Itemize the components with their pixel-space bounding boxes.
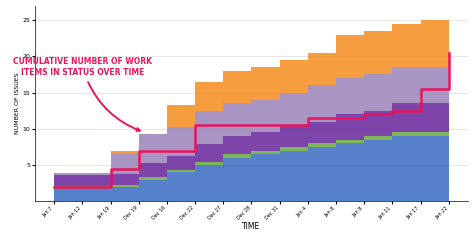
X-axis label: TIME: TIME xyxy=(242,223,261,232)
Y-axis label: NUMBER OF ISSUES: NUMBER OF ISSUES xyxy=(15,73,20,134)
Text: CUMULATIVE NUMBER OF WORK
ITEMS IN STATUS OVER TIME: CUMULATIVE NUMBER OF WORK ITEMS IN STATU… xyxy=(13,57,152,131)
